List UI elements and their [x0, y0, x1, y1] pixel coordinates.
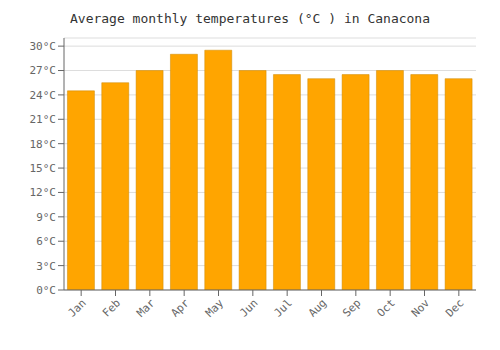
svg-text:Apr: Apr [169, 296, 193, 320]
html-text:Average monthly temperatures (: Average monthly temperatures (°C ) in Ca… [70, 11, 430, 26]
svg-text:3°C: 3°C [36, 260, 56, 273]
svg-text:Jul: Jul [272, 296, 295, 319]
svg-text:30°C: 30°C [30, 40, 57, 53]
svg-text:Jan: Jan [66, 296, 89, 319]
svg-text:15°C: 15°C [30, 162, 57, 175]
svg-text:18°C: 18°C [30, 138, 57, 151]
svg-text:Mar: Mar [134, 296, 158, 320]
svg-text:12°C: 12°C [30, 186, 57, 199]
svg-text:0°C: 0°C [36, 284, 56, 297]
svg-text:May: May [203, 296, 227, 320]
svg-text:Nov: Nov [409, 296, 433, 320]
svg-text:Sep: Sep [340, 296, 363, 319]
svg-text:24°C: 24°C [30, 89, 57, 102]
svg-text:27°C: 27°C [30, 64, 57, 77]
svg-text:Feb: Feb [100, 296, 123, 319]
svg-text:9°C: 9°C [36, 211, 56, 224]
svg-text:Oct: Oct [375, 296, 398, 319]
svg-text:6°C: 6°C [36, 235, 56, 248]
svg-text:21°C: 21°C [30, 113, 57, 126]
svg-text:Dec: Dec [443, 296, 466, 319]
svg-text:Jun: Jun [237, 296, 260, 319]
svg-text:Aug: Aug [306, 296, 329, 319]
